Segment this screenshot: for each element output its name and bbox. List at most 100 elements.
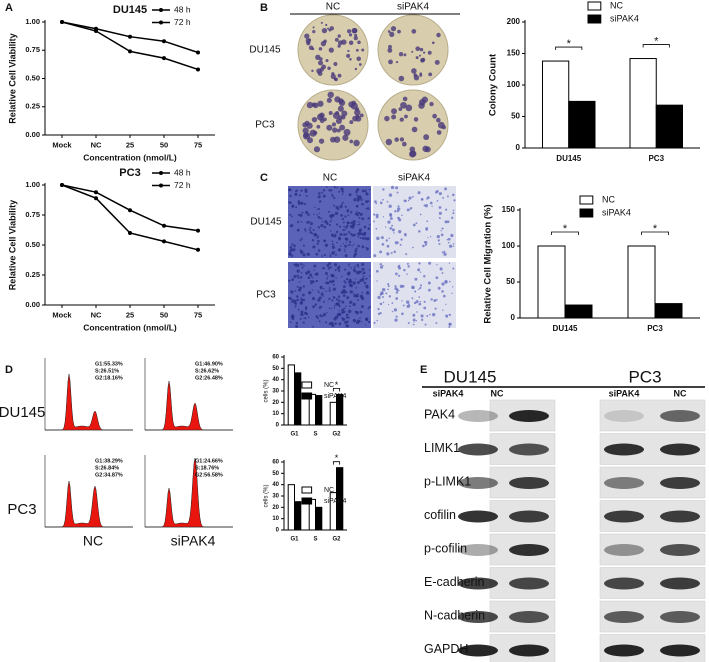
cell bbox=[363, 231, 367, 235]
colony bbox=[385, 138, 393, 146]
bar bbox=[537, 245, 566, 319]
cell bbox=[336, 230, 338, 233]
cell bbox=[365, 318, 369, 322]
line bbox=[61, 184, 199, 251]
annotation: * bbox=[563, 223, 568, 235]
row-label: DU145 bbox=[249, 45, 281, 56]
cell bbox=[434, 307, 437, 310]
cell bbox=[382, 188, 385, 191]
colony bbox=[346, 29, 352, 34]
cell bbox=[291, 278, 295, 282]
x-tick-label: 50 bbox=[160, 140, 168, 149]
cell bbox=[300, 189, 303, 192]
cell bbox=[297, 202, 301, 205]
bar bbox=[329, 401, 338, 426]
cell bbox=[336, 187, 338, 189]
cell bbox=[329, 220, 332, 223]
cell bbox=[344, 251, 346, 253]
colony bbox=[354, 107, 360, 112]
band bbox=[660, 410, 700, 422]
cell bbox=[373, 213, 376, 216]
cell bbox=[326, 312, 328, 314]
y-tick-label: 20 bbox=[272, 505, 279, 511]
legend-swatch bbox=[587, 1, 602, 11]
cell bbox=[368, 275, 371, 277]
cell bbox=[381, 242, 385, 246]
cell bbox=[291, 243, 294, 246]
cell bbox=[381, 264, 384, 267]
cell bbox=[358, 228, 363, 232]
protein-label: PAK4 bbox=[424, 407, 455, 421]
colony bbox=[400, 101, 407, 109]
cell bbox=[388, 193, 393, 197]
marker bbox=[162, 56, 166, 61]
colony bbox=[321, 27, 328, 34]
colony bbox=[333, 61, 338, 66]
cell bbox=[394, 241, 399, 245]
cell bbox=[327, 267, 330, 270]
y-tick-label: 50 bbox=[272, 471, 279, 477]
cell bbox=[317, 208, 320, 211]
cell bbox=[399, 243, 402, 246]
cell bbox=[373, 321, 376, 324]
bar bbox=[315, 395, 323, 426]
cell bbox=[394, 318, 398, 322]
panel-label: E bbox=[420, 364, 427, 376]
colony bbox=[357, 40, 361, 45]
cell bbox=[317, 317, 319, 320]
chart-title: DU145 bbox=[113, 4, 147, 16]
significance-bracket bbox=[332, 461, 341, 465]
cell bbox=[323, 225, 327, 229]
cell bbox=[416, 311, 418, 313]
cell bbox=[288, 252, 292, 256]
cell bbox=[366, 237, 370, 241]
cell bbox=[328, 289, 331, 292]
colony bbox=[354, 67, 358, 71]
cell bbox=[361, 263, 365, 266]
y-axis-label: cells (%) bbox=[264, 484, 270, 507]
cell bbox=[341, 317, 346, 321]
y-tick-label: 0 bbox=[276, 423, 280, 429]
cell bbox=[379, 250, 383, 254]
colony bbox=[334, 96, 341, 103]
cell bbox=[435, 322, 438, 324]
cell bbox=[346, 272, 351, 276]
cell bbox=[299, 275, 303, 279]
bar bbox=[336, 393, 344, 426]
cell bbox=[342, 294, 346, 297]
chart-title: PC3 bbox=[119, 167, 140, 179]
y-tick-label: 50 bbox=[511, 112, 520, 121]
cell bbox=[331, 299, 334, 302]
colony bbox=[327, 27, 330, 30]
cell bbox=[402, 304, 405, 307]
legend-label: 72 h bbox=[174, 180, 191, 190]
cell bbox=[302, 244, 305, 247]
cell bbox=[412, 313, 416, 317]
panel-label: C bbox=[260, 172, 268, 184]
annotation: * bbox=[653, 223, 658, 235]
cell bbox=[340, 290, 345, 294]
cell bbox=[313, 269, 315, 271]
cell bbox=[333, 204, 336, 207]
colony bbox=[411, 50, 414, 53]
cell bbox=[296, 274, 299, 277]
cell bbox=[444, 220, 448, 224]
cell bbox=[446, 195, 449, 198]
colony bbox=[341, 115, 346, 120]
band bbox=[458, 544, 498, 556]
y-axis-label: Relative Cell Viability bbox=[7, 200, 17, 290]
lane-label: siPAK4 bbox=[433, 388, 464, 398]
band bbox=[509, 577, 549, 590]
colony bbox=[398, 75, 405, 82]
cell bbox=[319, 217, 322, 220]
marker bbox=[60, 20, 64, 24]
cell bbox=[441, 282, 445, 286]
cell bbox=[382, 301, 385, 304]
cell bbox=[360, 321, 363, 323]
cell bbox=[452, 286, 454, 288]
cell bbox=[333, 186, 336, 189]
cell bbox=[325, 281, 328, 285]
cell bbox=[319, 314, 322, 317]
cell bbox=[301, 266, 304, 269]
cell bbox=[433, 299, 437, 302]
